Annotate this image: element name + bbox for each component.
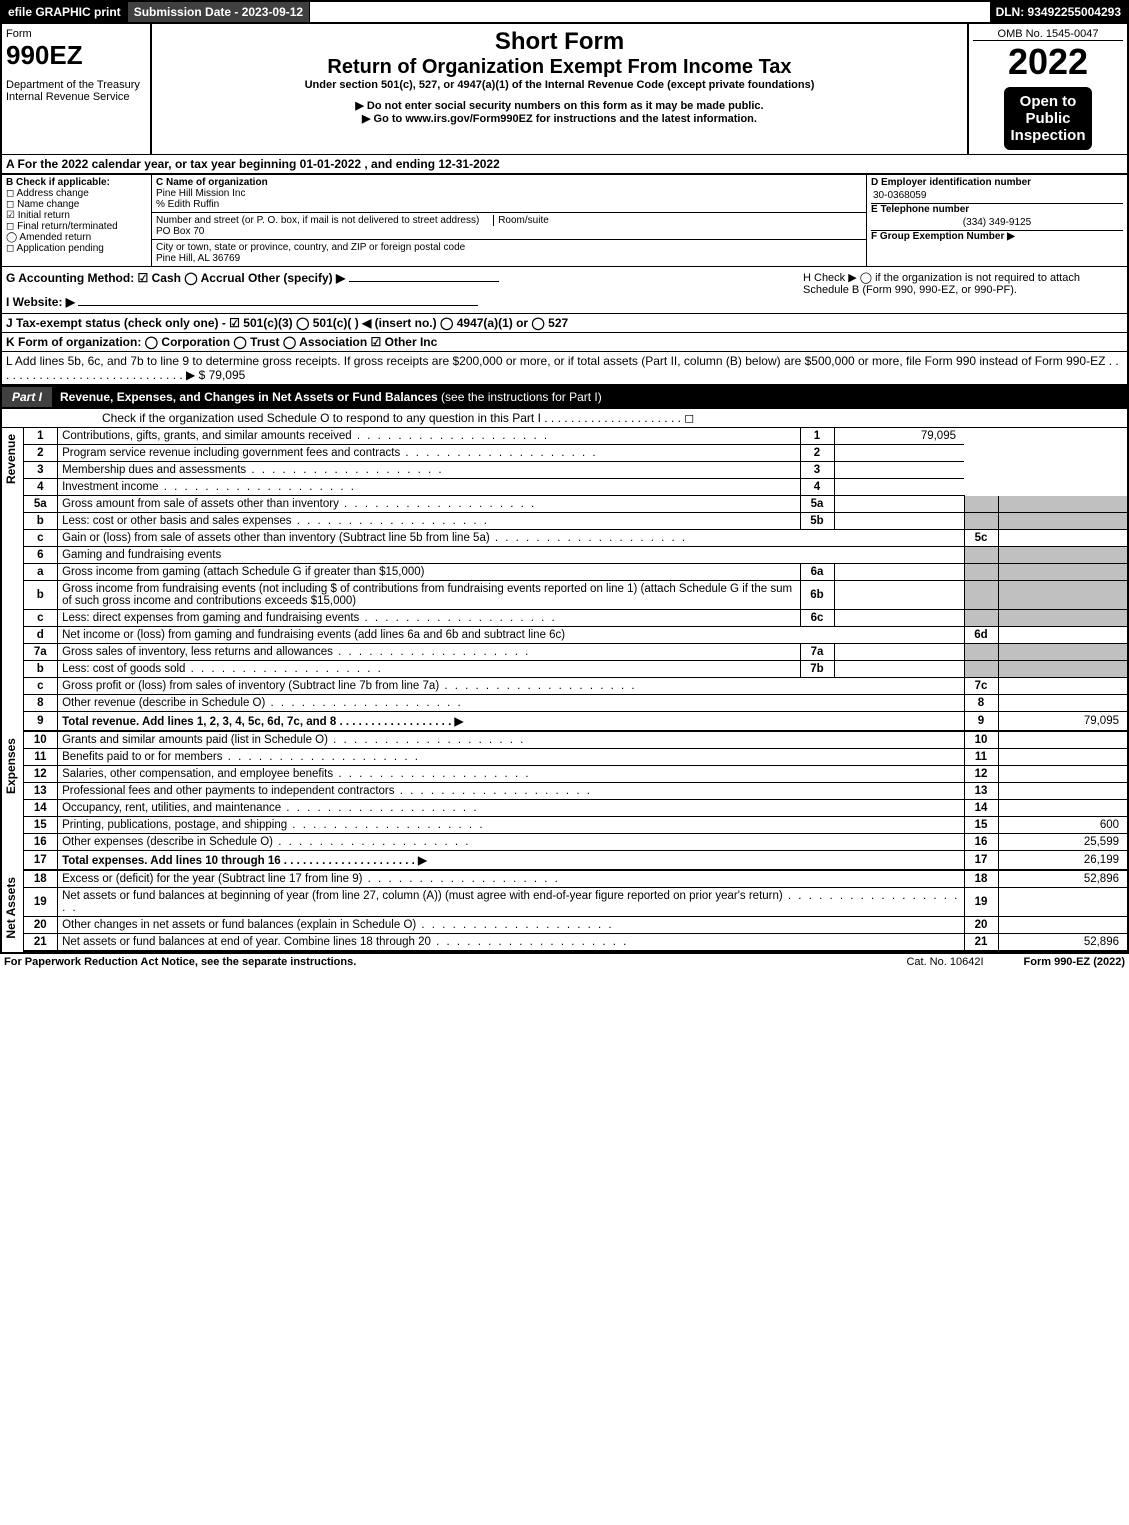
efile-label[interactable]: efile GRAPHIC print bbox=[2, 2, 128, 22]
room-label: Room/suite bbox=[493, 215, 549, 226]
column-def: D Employer identification number 30-0368… bbox=[867, 175, 1127, 266]
city-value: Pine Hill, AL 36769 bbox=[156, 253, 240, 264]
pra-notice: For Paperwork Reduction Act Notice, see … bbox=[4, 956, 356, 968]
line-6d: dNet income or (loss) from gaming and fu… bbox=[24, 627, 1128, 644]
d-label: D Employer identification number bbox=[871, 177, 1123, 188]
part1-label: Part I bbox=[2, 387, 52, 407]
chk-final[interactable]: ◻ Final return/terminated bbox=[6, 221, 147, 232]
line-6: 6Gaming and fundraising events bbox=[24, 547, 1128, 564]
c-name-label: C Name of organization bbox=[156, 177, 268, 188]
chk-amended[interactable]: ◯ Amended return bbox=[6, 232, 147, 243]
subtitle-section: Under section 501(c), 527, or 4947(a)(1)… bbox=[156, 79, 963, 91]
line-20: 20Other changes in net assets or fund ba… bbox=[24, 917, 1128, 934]
column-c: C Name of organization Pine Hill Mission… bbox=[152, 175, 867, 266]
phone-value: (334) 349-9125 bbox=[871, 215, 1123, 231]
street-value: PO Box 70 bbox=[156, 226, 204, 237]
line-4: 4Investment income4 bbox=[24, 479, 1128, 496]
line-j: J Tax-exempt status (check only one) - ☑… bbox=[0, 314, 1129, 333]
street-label: Number and street (or P. O. box, if mail… bbox=[156, 215, 479, 226]
line-i: I Website: ▶ bbox=[6, 295, 75, 309]
catalog-number: Cat. No. 10642I bbox=[906, 956, 983, 968]
line-a: A For the 2022 calendar year, or tax yea… bbox=[0, 154, 1129, 175]
submission-date: Submission Date - 2023-09-12 bbox=[128, 2, 310, 22]
e-label: E Telephone number bbox=[871, 204, 1123, 215]
line-8: 8Other revenue (describe in Schedule O)8 bbox=[24, 695, 1128, 712]
revenue-vlabel: Revenue bbox=[2, 428, 20, 490]
section-bcdef: B Check if applicable: ◻ Address change … bbox=[0, 175, 1129, 267]
subtitle-goto: ▶ Go to www.irs.gov/Form990EZ for instru… bbox=[156, 112, 963, 125]
org-name: Pine Hill Mission Inc bbox=[156, 188, 245, 199]
care-of: % Edith Ruffin bbox=[156, 199, 219, 210]
line-k: K Form of organization: ◯ Corporation ◯ … bbox=[0, 333, 1129, 352]
line-7c: cGross profit or (loss) from sales of in… bbox=[24, 678, 1128, 695]
subtitle-ssn: ▶ Do not enter social security numbers o… bbox=[156, 99, 963, 112]
net-assets-section: Net Assets 18Excess or (deficit) for the… bbox=[0, 871, 1129, 952]
line-6c: cLess: direct expenses from gaming and f… bbox=[24, 610, 1128, 627]
form-number: 990EZ bbox=[6, 40, 146, 71]
part1-check: Check if the organization used Schedule … bbox=[0, 409, 1129, 428]
netassets-vlabel: Net Assets bbox=[2, 871, 20, 945]
chk-name[interactable]: ◻ Name change bbox=[6, 199, 147, 210]
title-return: Return of Organization Exempt From Incom… bbox=[156, 56, 963, 79]
line-g: G Accounting Method: ☑ Cash ◯ Accrual Ot… bbox=[6, 271, 345, 285]
ein-value: 30-0368059 bbox=[871, 188, 1123, 204]
line-h: H Check ▶ ◯ if the organization is not r… bbox=[803, 271, 1123, 309]
line-13: 13Professional fees and other payments t… bbox=[24, 783, 1128, 800]
open-to-public: Open toPublicInspection bbox=[1004, 87, 1091, 150]
page-footer: For Paperwork Reduction Act Notice, see … bbox=[0, 952, 1129, 970]
form-word: Form bbox=[6, 28, 146, 40]
line-2: 2Program service revenue including gover… bbox=[24, 445, 1128, 462]
dln-label: DLN: 93492255004293 bbox=[990, 2, 1127, 22]
chk-pending[interactable]: ◻ Application pending bbox=[6, 243, 147, 254]
tax-year: 2022 bbox=[973, 41, 1123, 83]
line-12: 12Salaries, other compensation, and empl… bbox=[24, 766, 1128, 783]
line-14: 14Occupancy, rent, utilities, and mainte… bbox=[24, 800, 1128, 817]
expenses-vlabel: Expenses bbox=[2, 732, 20, 800]
line-7b: bLess: cost of goods sold7b bbox=[24, 661, 1128, 678]
line-1: 1Contributions, gifts, grants, and simil… bbox=[24, 428, 1128, 445]
line-3: 3Membership dues and assessments3 bbox=[24, 462, 1128, 479]
line-6b: bGross income from fundraising events (n… bbox=[24, 581, 1128, 610]
line-17: 17Total expenses. Add lines 10 through 1… bbox=[24, 851, 1128, 871]
line-5a: 5aGross amount from sale of assets other… bbox=[24, 496, 1128, 513]
line-6a: aGross income from gaming (attach Schedu… bbox=[24, 564, 1128, 581]
line-18: 18Excess or (deficit) for the year (Subt… bbox=[24, 871, 1128, 888]
expenses-section: Expenses 10Grants and similar amounts pa… bbox=[0, 732, 1129, 871]
line-9: 9Total revenue. Add lines 1, 2, 3, 4, 5c… bbox=[24, 712, 1128, 732]
row-gh: G Accounting Method: ☑ Cash ◯ Accrual Ot… bbox=[0, 267, 1129, 314]
irs-label: Internal Revenue Service bbox=[6, 91, 146, 103]
line-10: 10Grants and similar amounts paid (list … bbox=[24, 732, 1128, 749]
form-ref: Form 990-EZ (2022) bbox=[1024, 956, 1125, 968]
line-15: 15Printing, publications, postage, and s… bbox=[24, 817, 1128, 834]
b-label: B Check if applicable: bbox=[6, 177, 147, 188]
f-label: F Group Exemption Number ▶ bbox=[871, 231, 1123, 242]
line-11: 11Benefits paid to or for members11 bbox=[24, 749, 1128, 766]
revenue-section: Revenue 1Contributions, gifts, grants, a… bbox=[0, 428, 1129, 732]
line-16: 16Other expenses (describe in Schedule O… bbox=[24, 834, 1128, 851]
line-5c: cGain or (loss) from sale of assets othe… bbox=[24, 530, 1128, 547]
column-b: B Check if applicable: ◻ Address change … bbox=[2, 175, 152, 266]
line-21: 21Net assets or fund balances at end of … bbox=[24, 934, 1128, 952]
top-bar: efile GRAPHIC print Submission Date - 20… bbox=[0, 0, 1129, 24]
title-short-form: Short Form bbox=[156, 28, 963, 56]
city-label: City or town, state or province, country… bbox=[156, 242, 465, 253]
omb-number: OMB No. 1545-0047 bbox=[973, 28, 1123, 41]
line-19: 19Net assets or fund balances at beginni… bbox=[24, 888, 1128, 917]
line-5b: bLess: cost or other basis and sales exp… bbox=[24, 513, 1128, 530]
line-7a: 7aGross sales of inventory, less returns… bbox=[24, 644, 1128, 661]
chk-address[interactable]: ◻ Address change bbox=[6, 188, 147, 199]
dept-label: Department of the Treasury bbox=[6, 79, 146, 91]
chk-initial[interactable]: ☑ Initial return bbox=[6, 210, 147, 221]
form-header: Form 990EZ Department of the Treasury In… bbox=[0, 24, 1129, 154]
part1-header: Part I Revenue, Expenses, and Changes in… bbox=[0, 385, 1129, 409]
line-l: L Add lines 5b, 6c, and 7b to line 9 to … bbox=[0, 352, 1129, 385]
